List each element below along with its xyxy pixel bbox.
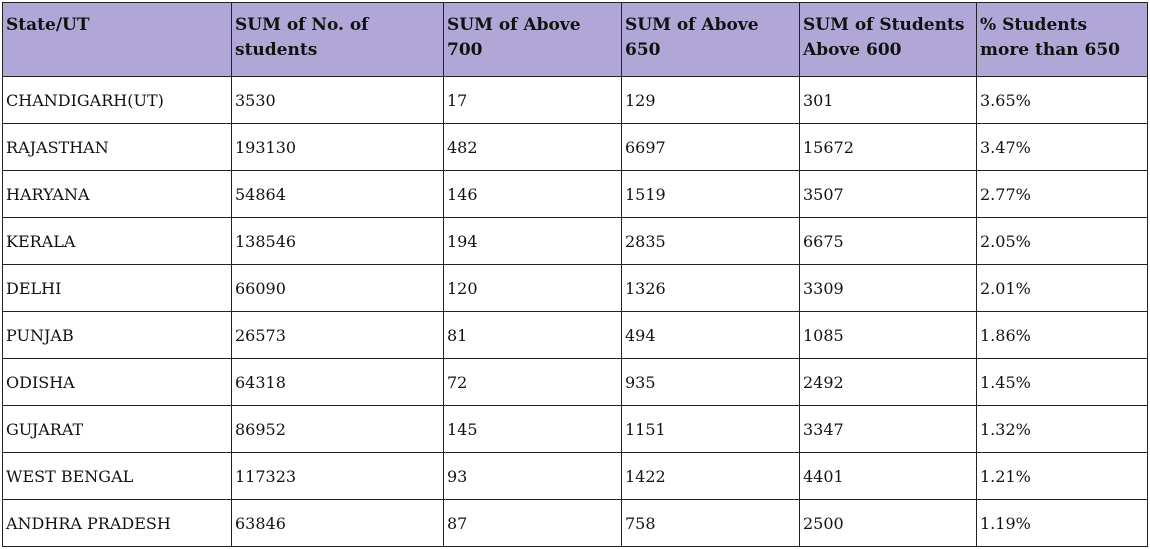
cell-above-650: 2835 [621,217,800,265]
cell-above-600: 3309 [799,264,977,312]
cell-above-650: 935 [621,358,800,406]
cell-sum-students: 193130 [231,123,444,171]
cell-above-650: 129 [621,76,800,124]
cell-above-700: 87 [443,499,622,547]
table-body: CHANDIGARH(UT) 3530 17 129 301 3.65% RAJASTHAN… [2,76,1148,547]
table-row: ANDHRA PRADESH 63846 87 758 2500 1.19% [2,499,1148,547]
cell-above-650: 758 [621,499,800,547]
cell-state: CHANDIGARH(UT) [2,76,232,124]
cell-sum-students: 3530 [231,76,444,124]
cell-sum-students: 66090 [231,264,444,312]
cell-above-600: 6675 [799,217,977,265]
cell-above-650: 1151 [621,405,800,453]
cell-state: WEST BENGAL [2,452,232,500]
cell-above-700: 194 [443,217,622,265]
cell-above-700: 93 [443,452,622,500]
cell-above-650: 1326 [621,264,800,312]
header-sum-above-650: SUM of Above 650 [621,2,800,77]
cell-percent-above-650: 1.45% [976,358,1148,406]
cell-above-600: 1085 [799,311,977,359]
cell-state: ODISHA [2,358,232,406]
cell-sum-students: 117323 [231,452,444,500]
table-row: WEST BENGAL 117323 93 1422 4401 1.21% [2,452,1148,500]
cell-state: GUJARAT [2,405,232,453]
header-state-ut: State/UT [2,2,232,77]
header-sum-above-700: SUM of Above 700 [443,2,622,77]
cell-above-700: 81 [443,311,622,359]
cell-above-650: 1519 [621,170,800,218]
cell-state: RAJASTHAN [2,123,232,171]
table-row: CHANDIGARH(UT) 3530 17 129 301 3.65% [2,76,1148,124]
cell-percent-above-650: 3.47% [976,123,1148,171]
cell-state: KERALA [2,217,232,265]
cell-state: DELHI [2,264,232,312]
cell-above-700: 145 [443,405,622,453]
cell-above-600: 2492 [799,358,977,406]
cell-state: HARYANA [2,170,232,218]
cell-above-700: 146 [443,170,622,218]
cell-sum-students: 54864 [231,170,444,218]
cell-above-650: 1422 [621,452,800,500]
cell-above-600: 301 [799,76,977,124]
cell-above-700: 72 [443,358,622,406]
cell-percent-above-650: 2.05% [976,217,1148,265]
cell-percent-above-650: 2.77% [976,170,1148,218]
cell-sum-students: 64318 [231,358,444,406]
cell-above-700: 120 [443,264,622,312]
table-row: PUNJAB 26573 81 494 1085 1.86% [2,311,1148,359]
cell-sum-students: 86952 [231,405,444,453]
cell-above-600: 2500 [799,499,977,547]
cell-above-600: 3347 [799,405,977,453]
cell-above-650: 6697 [621,123,800,171]
cell-percent-above-650: 2.01% [976,264,1148,312]
header-sum-above-600: SUM of Students Above 600 [799,2,977,77]
cell-state: PUNJAB [2,311,232,359]
cell-state: ANDHRA PRADESH [2,499,232,547]
cell-percent-above-650: 1.21% [976,452,1148,500]
cell-above-600: 4401 [799,452,977,500]
cell-sum-students: 26573 [231,311,444,359]
cell-sum-students: 138546 [231,217,444,265]
cell-above-650: 494 [621,311,800,359]
cell-percent-above-650: 1.19% [976,499,1148,547]
table-header-row: State/UT SUM of No. of students SUM of A… [2,2,1148,77]
cell-above-600: 3507 [799,170,977,218]
table-row: RAJASTHAN 193130 482 6697 15672 3.47% [2,123,1148,171]
table-row: GUJARAT 86952 145 1151 3347 1.32% [2,405,1148,453]
table-row: HARYANA 54864 146 1519 3507 2.77% [2,170,1148,218]
cell-above-600: 15672 [799,123,977,171]
header-sum-students: SUM of No. of students [231,2,444,77]
cell-percent-above-650: 1.32% [976,405,1148,453]
header-percent-above-650: % Students more than 650 [976,2,1148,77]
cell-percent-above-650: 3.65% [976,76,1148,124]
cell-sum-students: 63846 [231,499,444,547]
table-row: KERALA 138546 194 2835 6675 2.05% [2,217,1148,265]
cell-above-700: 482 [443,123,622,171]
cell-above-700: 17 [443,76,622,124]
table-row: DELHI 66090 120 1326 3309 2.01% [2,264,1148,312]
cell-percent-above-650: 1.86% [976,311,1148,359]
table-row: ODISHA 64318 72 935 2492 1.45% [2,358,1148,406]
